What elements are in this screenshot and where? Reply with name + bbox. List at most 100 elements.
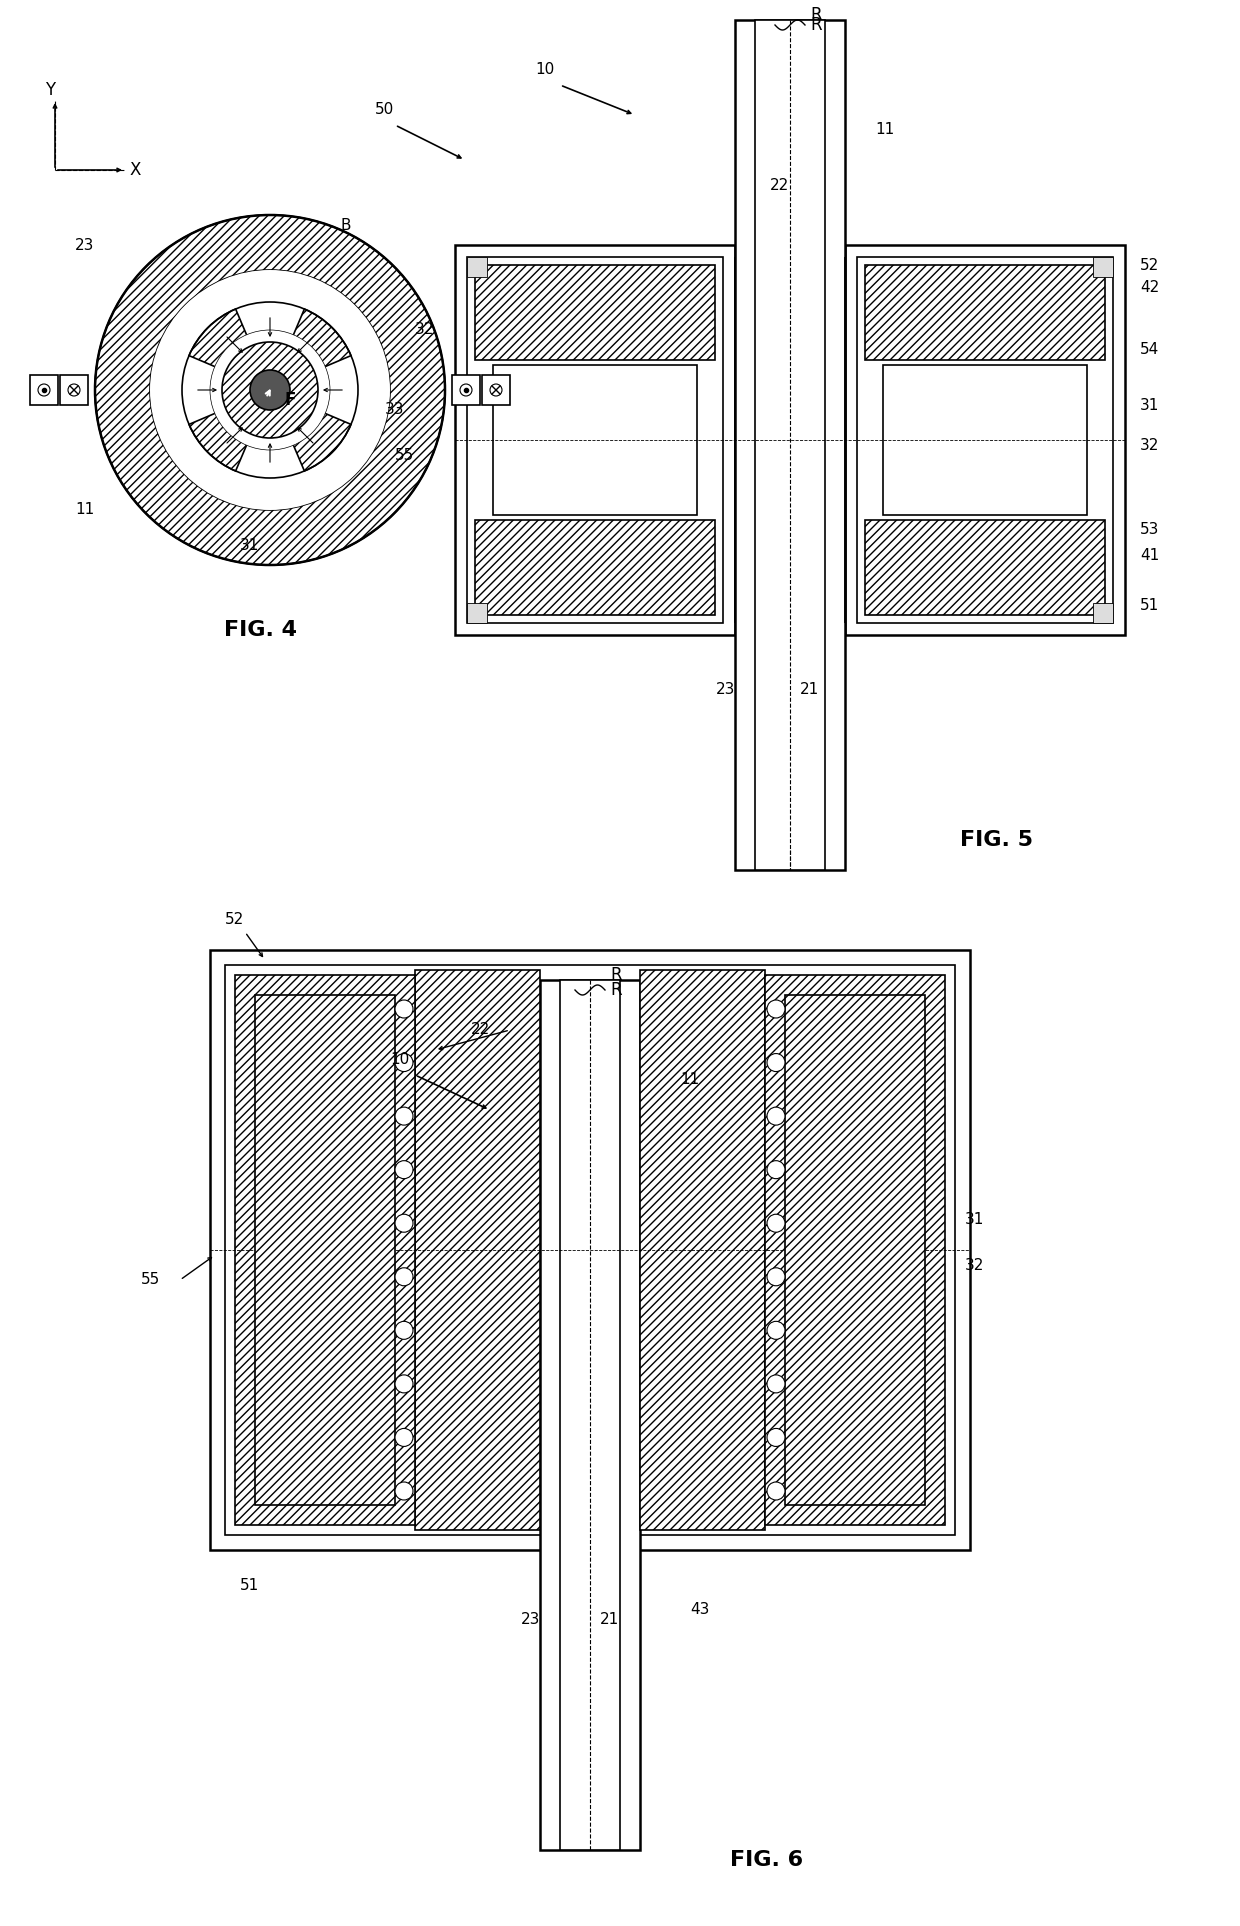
Circle shape — [396, 1321, 413, 1339]
Circle shape — [396, 1375, 413, 1392]
Bar — [30, 376, 58, 404]
Circle shape — [38, 383, 50, 397]
Circle shape — [768, 1000, 785, 1019]
Bar — [475, 266, 715, 360]
Text: 23: 23 — [715, 682, 735, 697]
Text: 43: 43 — [689, 1602, 709, 1618]
Bar — [560, 980, 620, 1851]
Text: 54: 54 — [1140, 343, 1159, 358]
Text: 32: 32 — [1140, 437, 1159, 453]
Bar — [455, 245, 735, 636]
Text: 50: 50 — [374, 102, 394, 117]
Circle shape — [768, 1054, 785, 1071]
Wedge shape — [234, 300, 305, 389]
Circle shape — [768, 1321, 785, 1339]
Wedge shape — [234, 389, 305, 480]
Wedge shape — [288, 408, 351, 472]
Text: 55: 55 — [141, 1273, 160, 1287]
Text: 42: 42 — [1140, 279, 1159, 295]
Bar — [866, 520, 1105, 614]
Circle shape — [396, 1429, 413, 1446]
Bar — [482, 376, 510, 404]
Circle shape — [396, 1481, 413, 1500]
Text: 11: 11 — [680, 1073, 699, 1088]
Bar — [1092, 603, 1114, 622]
Bar — [415, 971, 539, 1529]
Text: 41: 41 — [1140, 547, 1159, 562]
Bar — [236, 975, 415, 1525]
Text: B: B — [340, 218, 351, 233]
Circle shape — [396, 1054, 413, 1071]
Text: R: R — [610, 980, 621, 1000]
Bar — [224, 965, 955, 1535]
Text: FIG. 5: FIG. 5 — [960, 830, 1033, 849]
Text: 55: 55 — [396, 447, 414, 462]
Text: 11: 11 — [74, 503, 94, 518]
Text: 31: 31 — [1140, 397, 1159, 412]
Text: 51: 51 — [241, 1577, 259, 1593]
Bar — [785, 996, 925, 1504]
Bar — [467, 256, 723, 622]
Bar — [883, 366, 1087, 514]
Bar — [453, 376, 480, 404]
Bar — [765, 975, 945, 1525]
Bar — [467, 256, 487, 277]
Text: 22: 22 — [770, 177, 789, 193]
Text: Y: Y — [45, 81, 55, 98]
Bar — [755, 19, 825, 871]
Circle shape — [768, 1375, 785, 1392]
Circle shape — [396, 1161, 413, 1179]
Text: F: F — [285, 391, 296, 408]
Text: 10: 10 — [391, 1052, 409, 1067]
Bar — [1092, 256, 1114, 277]
Text: 32: 32 — [965, 1258, 985, 1273]
Bar — [866, 266, 1105, 360]
Text: 52: 52 — [224, 913, 244, 928]
Text: 51: 51 — [1140, 597, 1159, 612]
Circle shape — [222, 343, 317, 437]
Text: 32: 32 — [415, 322, 434, 337]
Wedge shape — [180, 354, 270, 426]
Text: 21: 21 — [600, 1612, 619, 1627]
Text: 53: 53 — [1140, 522, 1159, 537]
Circle shape — [768, 1481, 785, 1500]
Wedge shape — [188, 408, 252, 472]
Circle shape — [396, 1107, 413, 1125]
Wedge shape — [288, 308, 351, 372]
Circle shape — [68, 383, 81, 397]
Text: X: X — [130, 162, 141, 179]
Wedge shape — [270, 354, 360, 426]
Text: 31: 31 — [241, 537, 259, 553]
Circle shape — [210, 329, 330, 451]
Text: 33: 33 — [384, 403, 404, 418]
Bar — [255, 996, 396, 1504]
Circle shape — [768, 1107, 785, 1125]
Bar — [60, 376, 88, 404]
Text: FIG. 6: FIG. 6 — [730, 1851, 804, 1870]
Circle shape — [768, 1161, 785, 1179]
Wedge shape — [188, 308, 252, 372]
Text: 52: 52 — [1140, 258, 1159, 272]
Bar — [735, 19, 844, 871]
Circle shape — [768, 1429, 785, 1446]
Circle shape — [490, 383, 502, 397]
Circle shape — [250, 370, 290, 410]
Text: 23: 23 — [74, 237, 94, 252]
Text: 10: 10 — [534, 62, 554, 77]
Circle shape — [768, 1213, 785, 1233]
Text: R: R — [610, 967, 621, 984]
Circle shape — [95, 216, 445, 564]
Bar — [539, 980, 640, 1851]
Text: 31: 31 — [965, 1213, 985, 1227]
Circle shape — [396, 1213, 413, 1233]
Bar — [844, 245, 1125, 636]
Text: R: R — [810, 15, 822, 35]
Text: 22: 22 — [471, 1023, 490, 1038]
Circle shape — [460, 383, 472, 397]
Bar — [467, 603, 487, 622]
Bar — [210, 950, 970, 1550]
Bar — [857, 256, 1114, 622]
Text: 23: 23 — [521, 1612, 539, 1627]
Text: 11: 11 — [875, 123, 894, 137]
Circle shape — [150, 270, 391, 510]
